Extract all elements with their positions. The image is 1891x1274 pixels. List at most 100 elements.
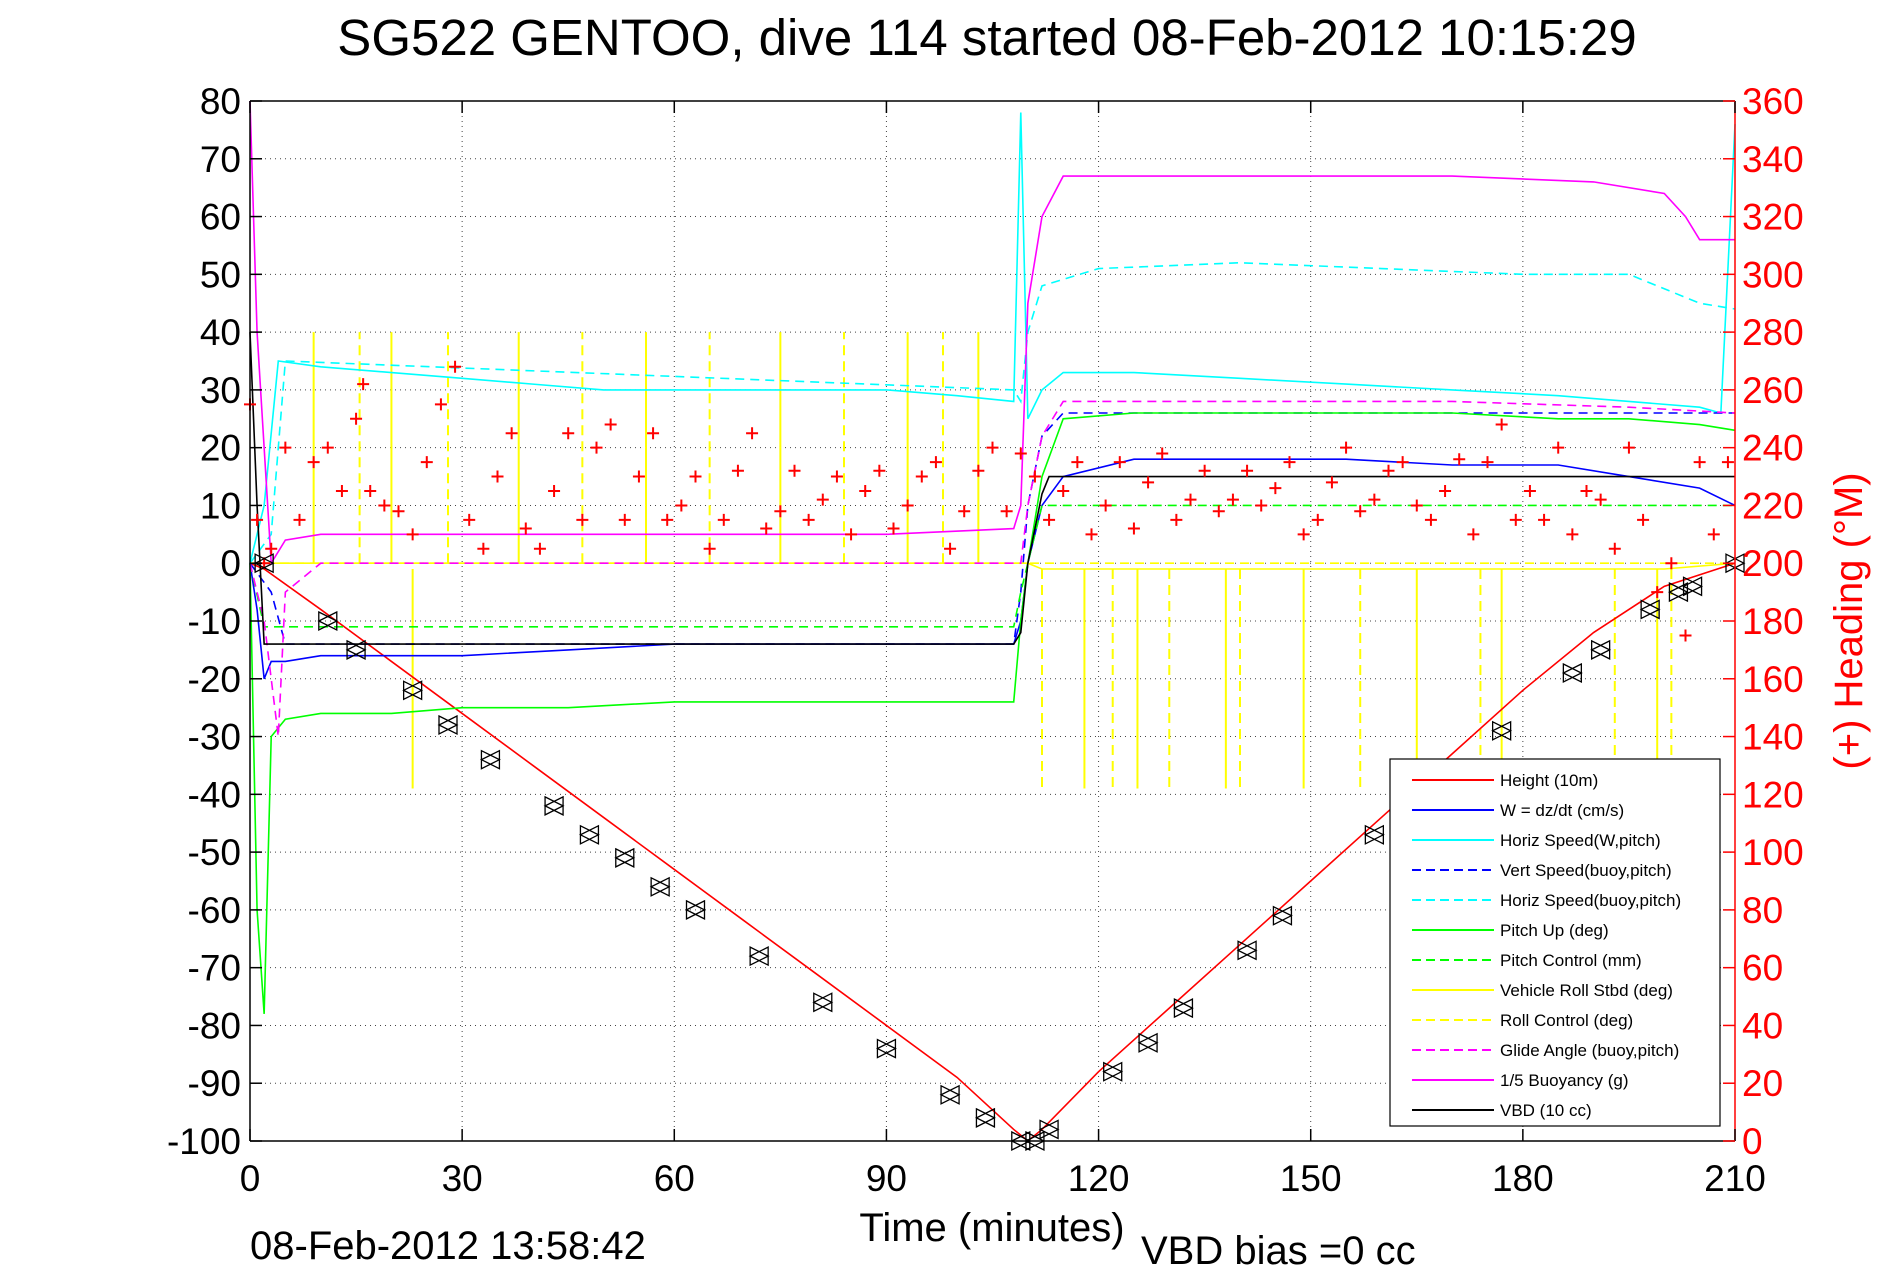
heading-point bbox=[1368, 493, 1381, 506]
heading-point bbox=[392, 505, 405, 518]
heading-point bbox=[760, 522, 773, 535]
heading-point bbox=[1396, 456, 1409, 469]
y2-tick-label: 0 bbox=[1742, 1121, 1763, 1162]
height-marker bbox=[1038, 1119, 1060, 1140]
x-tick-label: 180 bbox=[1492, 1158, 1554, 1199]
heading-point bbox=[632, 470, 645, 483]
height-marker bbox=[812, 992, 834, 1013]
heading-point bbox=[279, 441, 292, 454]
heading-point bbox=[647, 427, 660, 440]
heading-point bbox=[1651, 586, 1664, 599]
heading-point bbox=[1156, 447, 1169, 460]
heading-point bbox=[251, 513, 264, 526]
heading-point bbox=[590, 441, 603, 454]
y2-tick-label: 220 bbox=[1742, 485, 1804, 526]
y-tick-label: 70 bbox=[200, 139, 241, 180]
heading-point bbox=[1170, 513, 1183, 526]
heading-point bbox=[533, 542, 546, 555]
height-marker bbox=[1102, 1061, 1124, 1082]
heading-point bbox=[774, 505, 787, 518]
heading-point bbox=[1057, 485, 1070, 497]
heading-point bbox=[1594, 493, 1607, 506]
heading-point bbox=[321, 441, 334, 454]
x-tick-label: 60 bbox=[654, 1158, 695, 1199]
height-marker bbox=[939, 1084, 961, 1105]
heading-point bbox=[1424, 513, 1437, 526]
y2-tick-label: 320 bbox=[1742, 197, 1804, 238]
y-tick-label: -90 bbox=[188, 1063, 241, 1104]
heading-point bbox=[357, 378, 370, 391]
y2-tick-label: 20 bbox=[1742, 1063, 1783, 1104]
height-marker bbox=[685, 899, 706, 920]
heading-point bbox=[1637, 513, 1650, 526]
heading-point bbox=[618, 513, 631, 526]
y-tick-label: 50 bbox=[200, 254, 241, 295]
heading-point bbox=[265, 542, 278, 555]
heading-point bbox=[675, 499, 688, 512]
legend-box bbox=[1389, 758, 1721, 1127]
y2-tick-label: 280 bbox=[1742, 312, 1804, 353]
height-marker bbox=[1667, 582, 1689, 603]
height-marker bbox=[543, 795, 565, 816]
heading-point bbox=[1495, 418, 1508, 431]
height-marker bbox=[1491, 720, 1513, 741]
heading-point bbox=[1241, 464, 1254, 477]
y2-tick-label: 160 bbox=[1742, 659, 1804, 700]
heading-point bbox=[350, 412, 363, 425]
heading-point bbox=[1453, 453, 1466, 466]
y-tick-label: 60 bbox=[200, 197, 241, 238]
heading-point bbox=[1043, 513, 1056, 526]
legend-label: Height (10m) bbox=[1500, 771, 1598, 790]
height-marker bbox=[1561, 662, 1583, 684]
heading-point bbox=[1226, 493, 1239, 506]
heading-point bbox=[307, 456, 320, 469]
legend-label: Vehicle Roll Stbd (deg) bbox=[1500, 981, 1673, 1000]
y-tick-label: -30 bbox=[188, 717, 241, 758]
heading-point bbox=[887, 522, 900, 535]
right-y-axis-label: (+) Heading (°M) bbox=[1827, 472, 1871, 769]
heading-point bbox=[689, 470, 702, 483]
heading-point bbox=[1693, 456, 1706, 469]
heading-point bbox=[434, 398, 447, 411]
height-marker bbox=[1590, 639, 1612, 660]
heading-point bbox=[929, 456, 942, 469]
heading-point bbox=[1142, 476, 1155, 489]
roll-spikes-layer bbox=[312, 332, 1673, 789]
heading-point bbox=[1509, 513, 1522, 526]
heading-point bbox=[972, 464, 985, 477]
y2-tick-label: 260 bbox=[1742, 370, 1804, 411]
heading-point bbox=[845, 528, 858, 541]
y-tick-label: 10 bbox=[200, 485, 241, 526]
x-tick-label: 150 bbox=[1280, 1158, 1342, 1199]
heading-point bbox=[901, 499, 914, 512]
heading-point bbox=[1014, 447, 1027, 460]
heading-point bbox=[1721, 456, 1734, 469]
height-marker bbox=[479, 749, 501, 770]
heading-point bbox=[1439, 485, 1452, 497]
footer-timestamp: 08-Feb-2012 13:58:42 bbox=[250, 1224, 646, 1268]
heading-point bbox=[604, 418, 617, 431]
y2-tick-label: 40 bbox=[1742, 1005, 1783, 1046]
y2-tick-label: 60 bbox=[1742, 948, 1783, 989]
heading-point bbox=[576, 513, 589, 526]
height-marker bbox=[402, 680, 424, 701]
heading-point bbox=[717, 513, 730, 526]
heading-point bbox=[1099, 499, 1112, 512]
y-tick-label: -40 bbox=[188, 774, 241, 815]
heading-point bbox=[1538, 513, 1551, 526]
height-marker bbox=[614, 847, 636, 868]
y-tick-label: 30 bbox=[200, 370, 241, 411]
heading-point bbox=[873, 464, 886, 477]
heading-point bbox=[1028, 470, 1041, 483]
axes-layer: 0 30 60 90 120 150 180 21080706050403020100-10-… bbox=[167, 81, 1804, 1199]
series-line bbox=[249, 261, 1736, 564]
height-marker bbox=[1137, 1032, 1159, 1053]
heading-point bbox=[1467, 528, 1480, 541]
y-tick-label: 40 bbox=[200, 312, 241, 353]
height-markers-layer bbox=[253, 553, 1746, 1152]
heading-point bbox=[463, 513, 476, 526]
series-line bbox=[249, 112, 1736, 564]
heading-point bbox=[1354, 505, 1367, 518]
series-line bbox=[249, 562, 1736, 1143]
height-marker bbox=[875, 1038, 897, 1059]
